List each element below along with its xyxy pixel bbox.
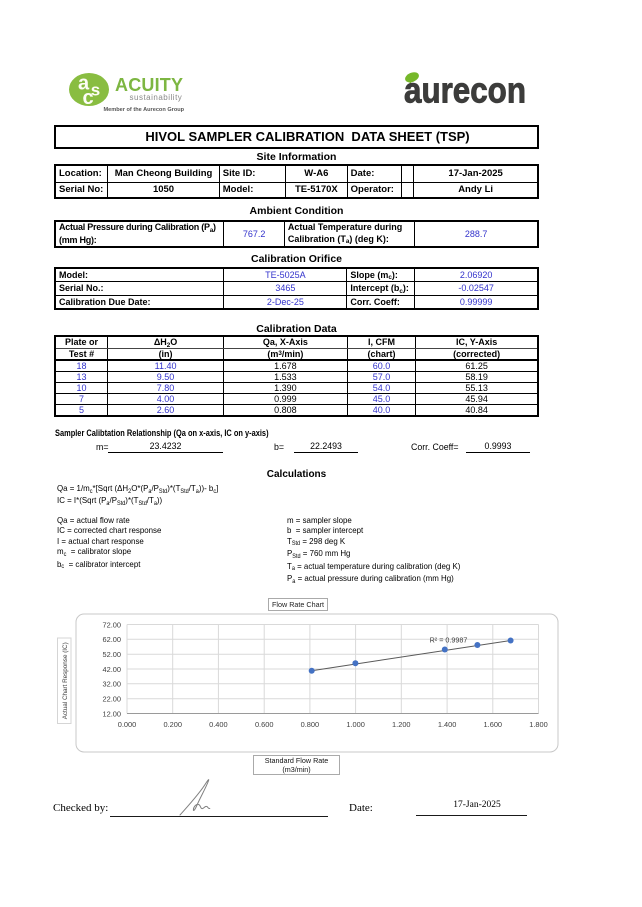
svg-text:62.00: 62.00 — [103, 635, 122, 644]
svg-text:22.00: 22.00 — [103, 695, 122, 704]
svg-text:0.800: 0.800 — [301, 720, 320, 729]
svg-text:s: s — [91, 81, 100, 100]
svg-text:a: a — [78, 73, 90, 95]
svg-text:Member of the Aurecon Group: Member of the Aurecon Group — [104, 107, 185, 113]
svg-text:0.200: 0.200 — [163, 720, 182, 729]
svg-text:1.600: 1.600 — [484, 720, 503, 729]
svg-text:Actual Chart Response (IC): Actual Chart Response (IC) — [62, 642, 69, 719]
svg-text:1.200: 1.200 — [392, 720, 411, 729]
svg-text:R² = 0.9987: R² = 0.9987 — [430, 636, 468, 645]
svg-text:0.400: 0.400 — [209, 720, 228, 729]
svg-text:aurecon: aurecon — [404, 70, 526, 111]
svg-text:ACUITY: ACUITY — [115, 75, 183, 95]
svg-text:c: c — [82, 87, 93, 109]
svg-text:0.000: 0.000 — [118, 720, 137, 729]
svg-text:1.400: 1.400 — [438, 720, 457, 729]
svg-text:52.00: 52.00 — [103, 650, 122, 659]
svg-text:72.00: 72.00 — [103, 620, 122, 629]
svg-text:42.00: 42.00 — [103, 665, 122, 674]
svg-text:12.00: 12.00 — [103, 709, 122, 718]
svg-text:0.600: 0.600 — [255, 720, 274, 729]
svg-text:32.00: 32.00 — [103, 680, 122, 689]
svg-text:sustainability: sustainability — [130, 93, 183, 102]
svg-text:1.000: 1.000 — [346, 720, 365, 729]
svg-text:1.800: 1.800 — [529, 720, 548, 729]
